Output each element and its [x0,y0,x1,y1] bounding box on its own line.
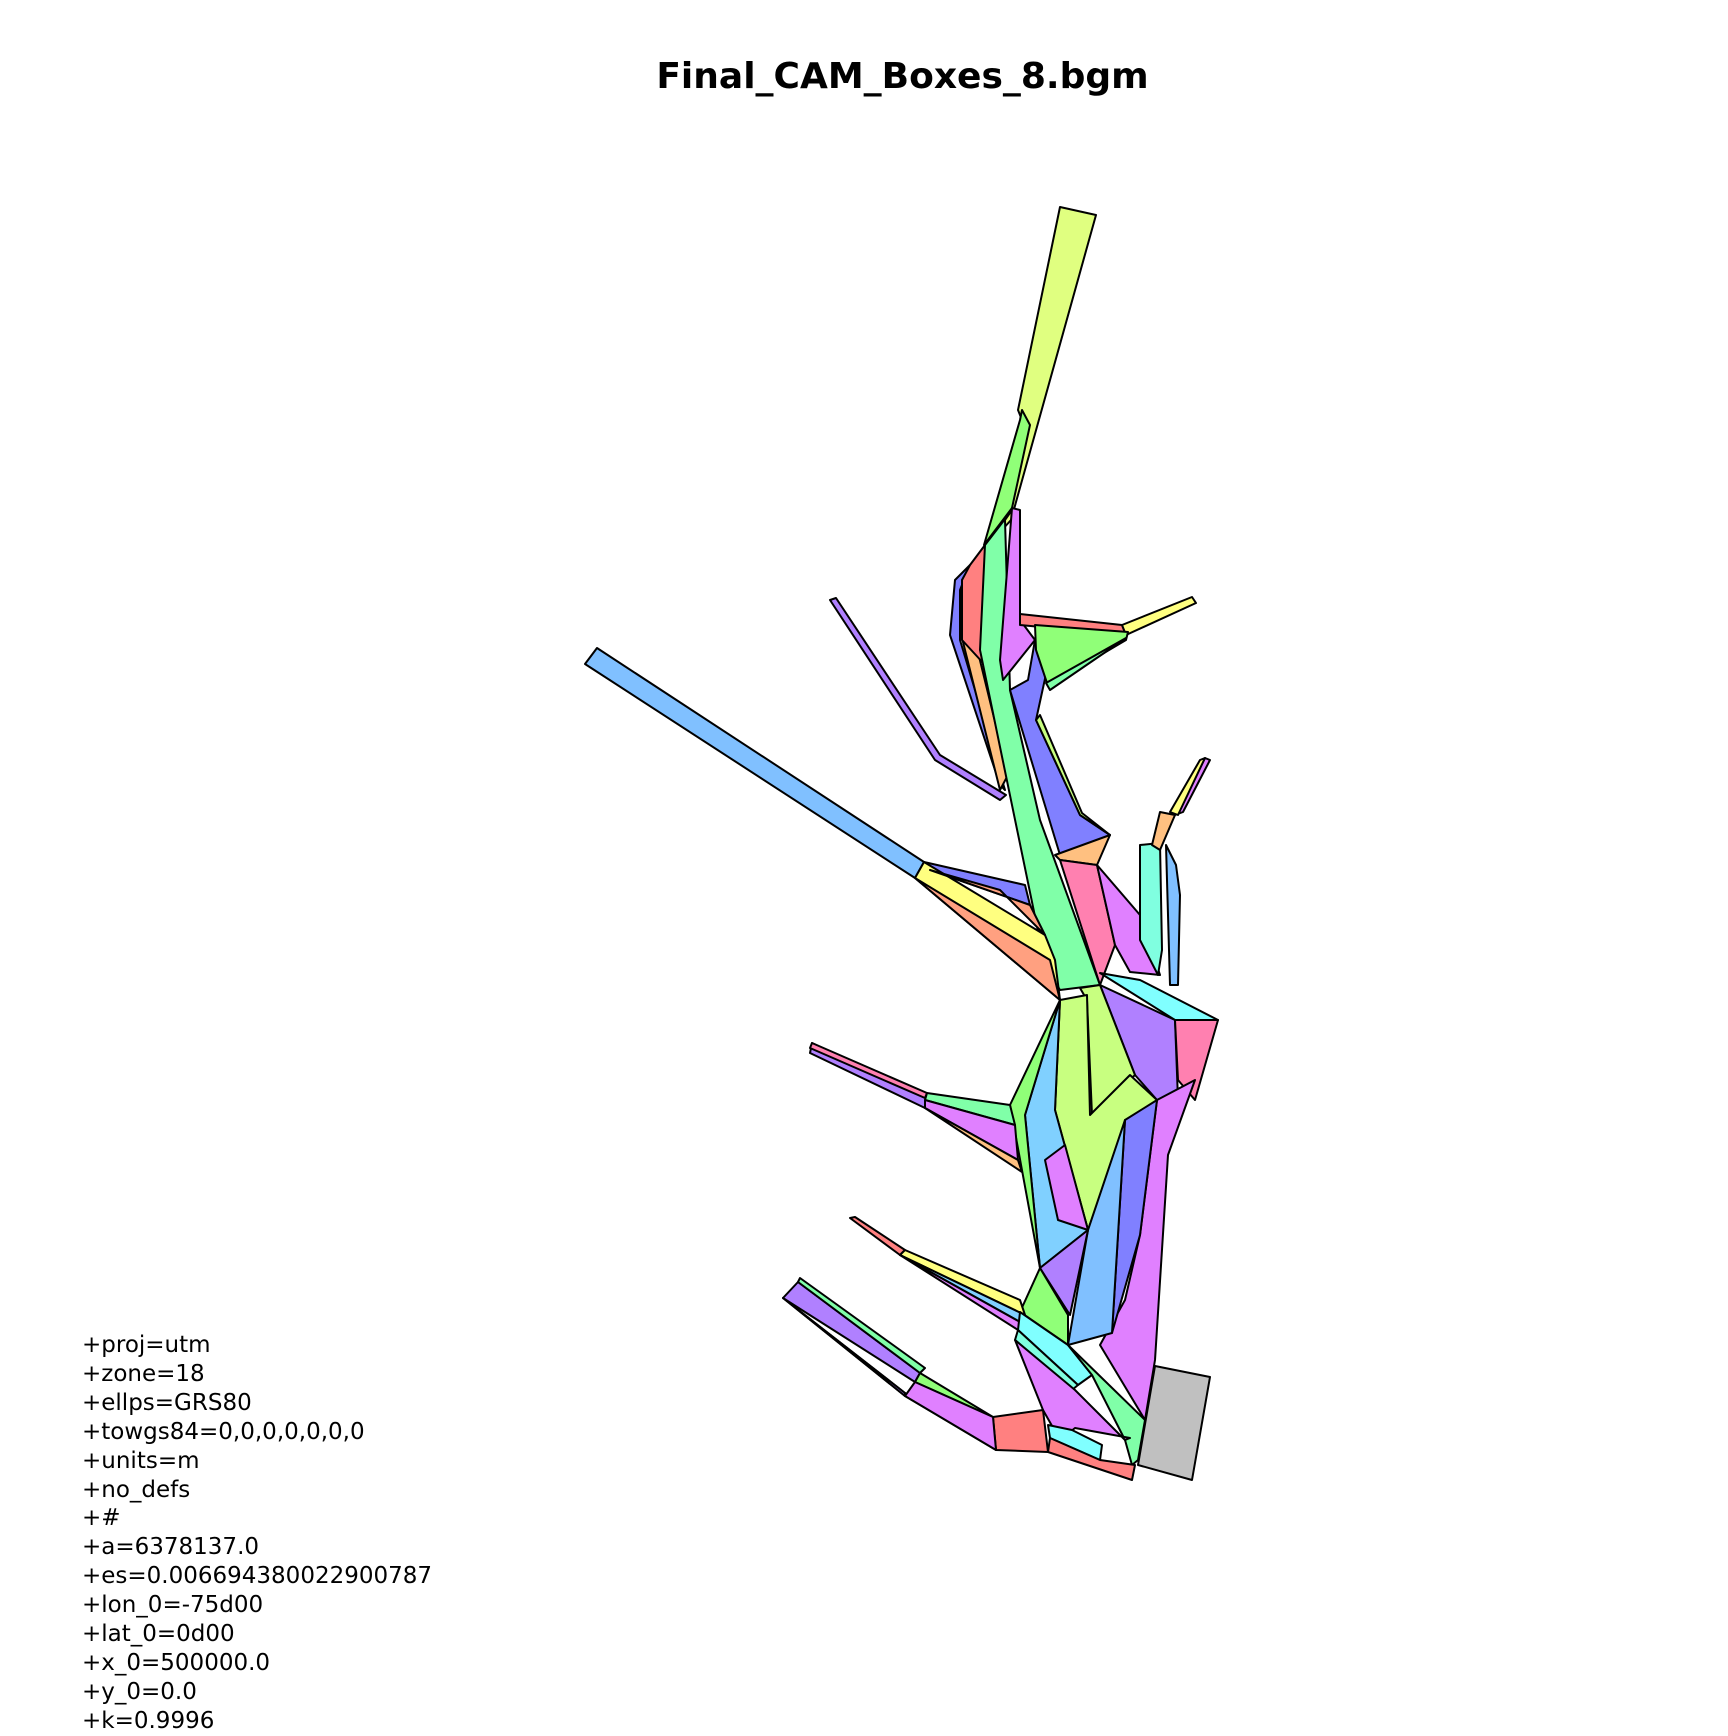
box-nw-blue-edge [949,564,1006,791]
box-ne-yellow [1121,596,1197,636]
box-ne-mint [1045,637,1127,691]
box-trunk-lime-edge [1035,714,1111,836]
box-s-magenta-lower [1014,1339,1131,1441]
proj-line: +ellps=GRS80 [82,1389,252,1416]
box-boundary-grey [1137,1365,1211,1481]
box-west-arm [584,647,925,879]
box-thin-arm [829,597,1007,801]
box-west-peach [929,869,1046,936]
proj-line: +towgs84=0,0,0,0,0,0,0 [82,1418,365,1445]
box-north-channel-strip [983,409,1031,546]
box-east-orange [1151,811,1176,851]
box-west-peach2 [914,877,1061,1001]
proj-line: +y_0=0.0 [82,1678,197,1705]
proj-line: +k=0.9996 [82,1707,215,1734]
proj-line: +es=0.006694380022900787 [82,1563,433,1590]
box-east-yellow-tip [1169,757,1206,816]
projection-text: +proj=utm +zone=18 +ellps=GRS80 +towgs84… [82,1331,432,1736]
box-sw-arm-magenta [904,1381,997,1451]
box-sw-arm-green [797,1277,926,1374]
proj-line: +zone=18 [82,1360,205,1387]
box-sw-arm-periwinkle [782,1281,921,1383]
box-ne-green [1034,624,1129,687]
proj-line: +proj=utm [82,1332,211,1358]
box-mid-pink-right [1174,1019,1219,1101]
proj-line: +# [82,1505,121,1532]
box-s-cyan-small [1047,1424,1103,1461]
proj-line: +x_0=500000.0 [82,1649,271,1676]
proj-line: +no_defs [82,1476,191,1503]
map-title: Final_CAM_Boxes_8.bgm [656,56,1149,97]
box-wm-orange [924,1107,1023,1173]
box-sw-arm-violet2 [782,1297,906,1397]
proj-line: +a=6378137.0 [82,1534,260,1561]
box-s-salmon-left [992,1409,1049,1453]
box-east-blue [1165,844,1181,986]
box-sw-thin-salmon [849,1216,906,1256]
box-s-cyan [1017,1311,1093,1386]
box-wm-arm-pink [809,1042,928,1099]
proj-line: +units=m [82,1447,200,1474]
proj-line: +lon_0=-75d00 [82,1592,264,1619]
proj-line: +lat_0=0d00 [82,1621,235,1648]
